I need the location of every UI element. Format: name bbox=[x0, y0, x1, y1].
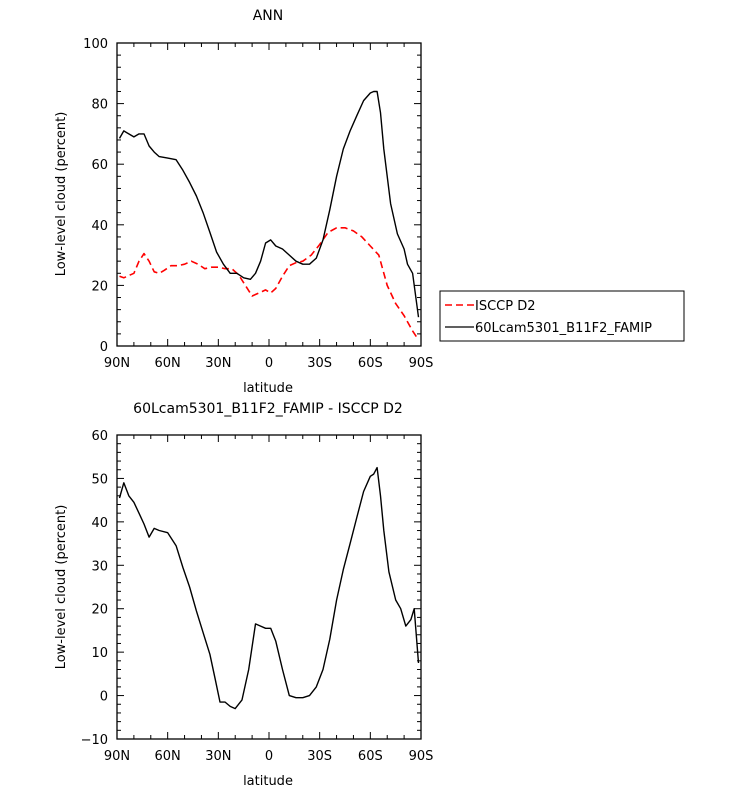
top-x-tick-label: 90S bbox=[409, 356, 434, 371]
top-x-tick-label: 90N bbox=[104, 356, 130, 371]
top-chart-x-tick-labels: 90N 60N 30N 0 30S 60S 90S bbox=[104, 356, 434, 371]
bottom-x-tick-label: 60N bbox=[155, 749, 181, 764]
bottom-chart-y-axis-label: Low-level cloud (percent) bbox=[54, 505, 69, 670]
legend-box bbox=[439, 290, 685, 342]
legend: ISCCP D2 60Lcam5301_B11F2_FAMIP bbox=[439, 290, 685, 342]
top-series-line-0 bbox=[119, 227, 420, 341]
bottom-y-tick-label: 30 bbox=[91, 559, 108, 574]
legend-label-isccp: ISCCP D2 bbox=[475, 299, 536, 314]
top-chart-title: ANN bbox=[253, 8, 284, 24]
top-x-tick-label: 30S bbox=[307, 356, 332, 371]
bottom-chart-series bbox=[118, 466, 420, 710]
top-y-tick-label: 100 bbox=[83, 37, 108, 52]
bottom-chart-frame bbox=[116, 434, 422, 740]
top-x-tick-label: 60N bbox=[155, 356, 181, 371]
bottom-chart-x-axis-label: latitude bbox=[243, 774, 293, 789]
top-x-tick-label: 0 bbox=[265, 356, 273, 371]
bottom-y-tick-label: 20 bbox=[91, 603, 108, 618]
top-chart-y-axis-label: Low-level cloud (percent) bbox=[54, 112, 69, 277]
top-y-tick-label: 0 bbox=[100, 340, 108, 355]
bottom-chart-title: 60Lcam5301_B11F2_FAMIP - ISCCP D2 bbox=[133, 401, 403, 417]
top-chart-y-tick-labels: 0 20 40 60 80 100 bbox=[83, 37, 108, 355]
top-chart-x-axis-label: latitude bbox=[243, 381, 293, 396]
top-x-tick-label: 30N bbox=[205, 356, 231, 371]
top-y-tick-label: 20 bbox=[91, 279, 108, 294]
top-y-tick-label: 40 bbox=[91, 219, 108, 234]
bottom-y-tick-label: 50 bbox=[91, 472, 108, 487]
bottom-y-tick-label: 10 bbox=[91, 646, 108, 661]
top-chart-panel: ANN 90N 60N 30N 0 30S 60S 90S 0 20 40 60 80 100 lat… bbox=[54, 8, 685, 396]
bottom-series-line-0 bbox=[118, 466, 420, 710]
top-y-tick-label: 80 bbox=[91, 98, 108, 113]
bottom-x-tick-label: 60S bbox=[358, 749, 383, 764]
bottom-x-tick-label: 90N bbox=[104, 749, 130, 764]
bottom-x-tick-label: 30S bbox=[307, 749, 332, 764]
bottom-x-tick-label: 90S bbox=[409, 749, 434, 764]
legend-label-model: 60Lcam5301_B11F2_FAMIP bbox=[475, 321, 652, 336]
bottom-chart-ticks bbox=[116, 434, 422, 740]
bottom-y-tick-label: 40 bbox=[91, 516, 108, 531]
top-chart-frame bbox=[116, 42, 422, 347]
top-series-line-1 bbox=[118, 90, 420, 318]
bottom-y-tick-label: 0 bbox=[100, 690, 108, 705]
top-chart-series bbox=[118, 90, 420, 341]
bottom-y-tick-label: −10 bbox=[81, 733, 108, 748]
top-y-tick-label: 60 bbox=[91, 158, 108, 173]
bottom-chart-y-tick-labels: −10 0 10 20 30 40 50 60 bbox=[81, 429, 108, 748]
bottom-x-tick-label: 0 bbox=[265, 749, 273, 764]
bottom-chart-panel: 60Lcam5301_B11F2_FAMIP - ISCCP D2 90N 60N… bbox=[54, 401, 433, 789]
top-chart-ticks bbox=[116, 42, 422, 347]
bottom-y-tick-label: 60 bbox=[91, 429, 108, 444]
bottom-chart-x-tick-labels: 90N 60N 30N 0 30S 60S 90S bbox=[104, 749, 434, 764]
bottom-x-tick-label: 30N bbox=[205, 749, 231, 764]
top-x-tick-label: 60S bbox=[358, 356, 383, 371]
